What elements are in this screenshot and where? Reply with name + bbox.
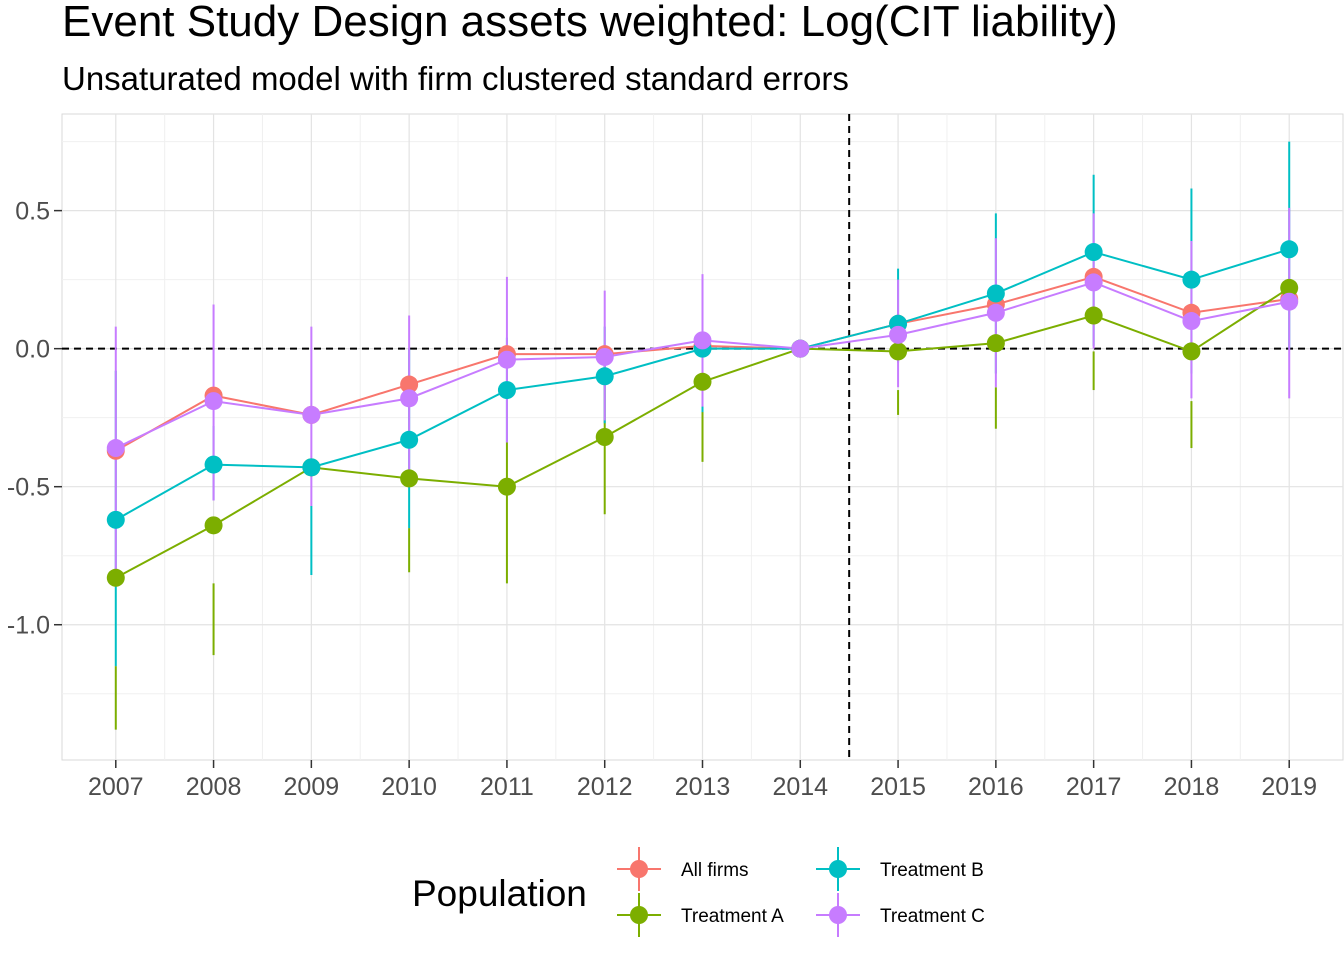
y-tick-label: -1.0 xyxy=(7,612,50,640)
x-tick-label: 2007 xyxy=(88,773,144,801)
data-point xyxy=(400,389,419,408)
data-point xyxy=(1182,312,1201,331)
data-point xyxy=(595,428,614,446)
data-point xyxy=(497,350,516,369)
x-tick-label: 2017 xyxy=(1066,773,1122,801)
legend-key-point xyxy=(630,860,648,878)
x-tick-label: 2011 xyxy=(480,773,534,801)
data-point xyxy=(400,375,419,394)
data-point xyxy=(693,331,712,350)
legend-label: Treatment A xyxy=(681,906,784,927)
data-point xyxy=(497,381,516,400)
x-tick-label: 2013 xyxy=(675,773,731,801)
x-axis: 2007 2008 2009 2010 2011 2012 2013 2014 2015 2016… xyxy=(88,760,1317,801)
data-point xyxy=(302,405,321,424)
x-tick-label: 2019 xyxy=(1261,773,1317,801)
y-axis: 0.5 0.0 -0.5 -1.0 xyxy=(7,198,62,640)
x-tick-label: 2014 xyxy=(772,773,828,801)
data-point xyxy=(204,455,223,474)
data-point xyxy=(1182,342,1201,361)
data-point xyxy=(986,284,1005,303)
x-tick-label: 2010 xyxy=(381,773,437,801)
legend-key-point xyxy=(630,906,648,924)
data-point xyxy=(1280,292,1299,311)
legend: Population All firms Treatment A Treatment… xyxy=(412,847,985,937)
chart-subtitle: Unsaturated model with firm clustered st… xyxy=(62,60,849,97)
data-point xyxy=(302,458,321,477)
data-point xyxy=(595,367,614,386)
data-point xyxy=(1084,273,1103,292)
x-tick-label: 2016 xyxy=(968,773,1024,801)
x-tick-label: 2018 xyxy=(1164,773,1220,801)
data-point xyxy=(497,477,516,496)
x-tick-label: 2012 xyxy=(577,773,633,801)
data-point xyxy=(986,303,1005,322)
legend-title: Population xyxy=(412,873,587,914)
legend-key-point xyxy=(829,906,847,924)
data-point xyxy=(1084,243,1103,262)
data-point xyxy=(1280,240,1299,259)
data-point xyxy=(986,334,1005,353)
x-tick-label: 2015 xyxy=(870,773,926,801)
data-point xyxy=(400,469,419,488)
data-point xyxy=(1182,270,1201,289)
legend-label: All firms xyxy=(681,860,749,881)
data-point xyxy=(1084,306,1103,325)
x-tick-label: 2009 xyxy=(284,773,340,801)
data-point xyxy=(400,430,419,449)
chart-title: Event Study Design assets weighted: Log(… xyxy=(62,0,1118,46)
legend-label: Treatment B xyxy=(880,860,984,881)
y-tick-label: 0.0 xyxy=(15,336,50,364)
data-point xyxy=(106,510,125,529)
data-point xyxy=(204,392,223,411)
y-tick-label: -0.5 xyxy=(7,474,50,502)
y-tick-label: 0.5 xyxy=(15,198,50,226)
data-point xyxy=(889,342,908,361)
data-point xyxy=(204,516,223,535)
data-point xyxy=(693,372,712,391)
data-point xyxy=(106,439,125,458)
legend-label: Treatment C xyxy=(880,906,985,927)
data-point xyxy=(595,347,614,366)
legend-key-point xyxy=(829,860,847,878)
x-tick-label: 2008 xyxy=(186,773,242,801)
data-point xyxy=(791,339,810,358)
data-point xyxy=(106,568,125,587)
data-point xyxy=(1280,278,1299,297)
data-points xyxy=(106,240,1299,587)
data-point xyxy=(889,325,908,344)
